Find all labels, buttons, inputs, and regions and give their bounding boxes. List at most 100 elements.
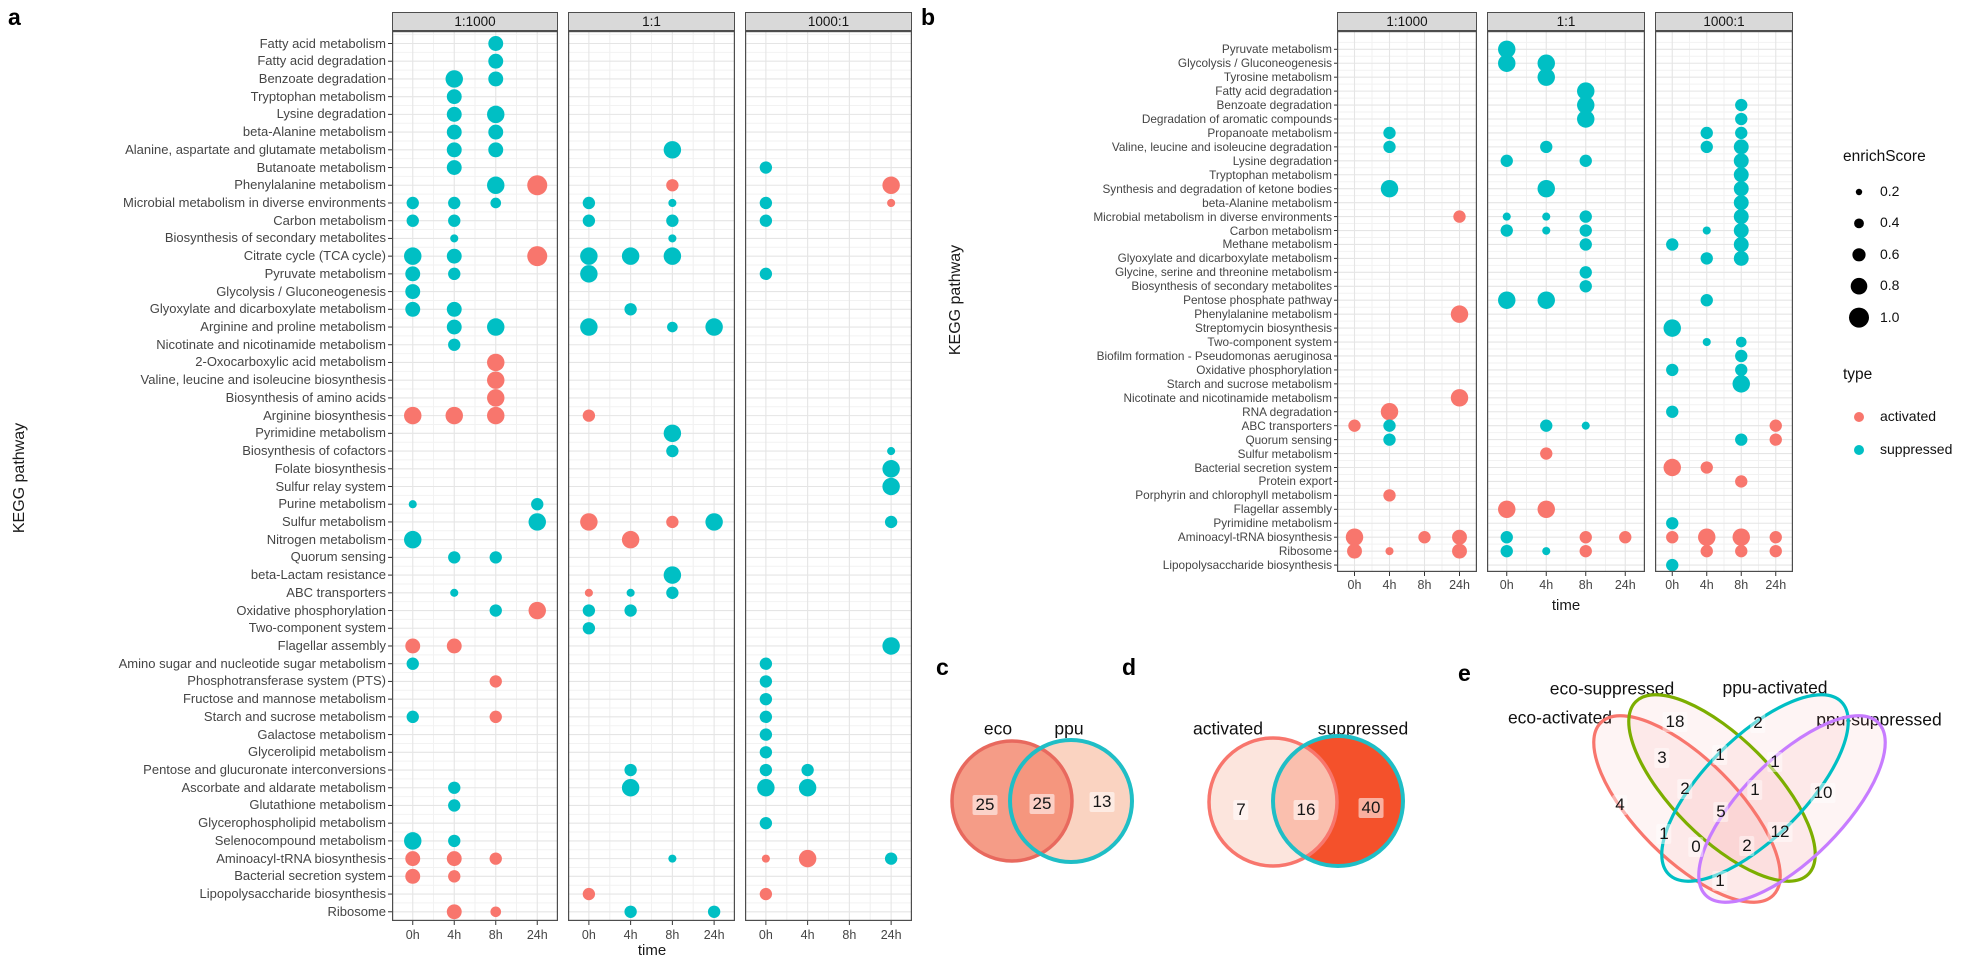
data-dot-activated — [1619, 531, 1632, 544]
pathway-label: Folate biosynthesis — [274, 460, 386, 476]
pathway-label: Ribosome — [327, 903, 386, 919]
legend-size-dot — [1850, 277, 1868, 295]
pathway-label: Oxidative phosphorylation — [1196, 362, 1332, 377]
data-dot-suppressed — [489, 551, 502, 564]
data-dot-activated — [1498, 500, 1516, 519]
data-dot-activated — [1732, 528, 1750, 546]
pathway-label: Degradation of aromatic compounds — [1141, 112, 1332, 126]
data-dot-suppressed — [528, 513, 546, 531]
pathway-label: Bacterial secretion system — [234, 868, 386, 884]
data-dot-suppressed — [1577, 110, 1595, 128]
venn-ellipse-fill-ppu-activated — [1661, 694, 1849, 882]
facet-panel-b-1000:1 — [1655, 31, 1794, 572]
venn-region-count-eco-activated&eco-suppressed&ppu-activated&ppu-suppressed: 5 — [1713, 802, 1729, 822]
facet-panel-a-1000:1 — [745, 31, 913, 922]
pathway-label: Arginine biosynthesis — [263, 407, 386, 423]
legend-type-dot-suppressed — [1854, 445, 1864, 455]
pathway-label: Flagellar assembly — [1233, 502, 1332, 517]
venn-d-set-label-suppressed: suppressed — [1317, 718, 1409, 739]
data-dot-activated — [761, 854, 770, 863]
data-dot-suppressed — [405, 301, 421, 317]
panel-border — [1655, 31, 1794, 572]
data-dot-suppressed — [884, 515, 898, 529]
pathway-label: Purine metabolism — [278, 496, 386, 512]
venn-region-count-eco-activated: 4 — [1612, 795, 1628, 815]
data-dot-suppressed — [1383, 140, 1396, 154]
facet-strip-label: 1:1000 — [1386, 14, 1428, 29]
data-dot-suppressed — [1542, 212, 1551, 221]
x-tick-label: 8h — [1578, 578, 1593, 592]
venn-e-set-label-eco-suppressed: eco-suppressed — [1549, 678, 1675, 699]
x-axis-ticks — [588, 921, 715, 925]
pathway-label: Quorum sensing — [290, 549, 386, 565]
data-dot-suppressed — [666, 586, 679, 599]
data-dot-activated — [584, 588, 593, 597]
data-dot-suppressed — [1733, 223, 1749, 238]
pathway-label: Amino sugar and nucleotide sugar metabol… — [118, 655, 386, 671]
data-dot-suppressed — [1540, 140, 1553, 154]
data-dot-suppressed — [668, 198, 677, 208]
pathway-label: Aminoacyl-tRNA biosynthesis — [1177, 530, 1332, 545]
data-dot-activated — [1698, 528, 1716, 546]
venn-c-set-label-eco: eco — [983, 718, 1013, 739]
data-dot-activated — [1452, 529, 1467, 545]
pathway-label: beta-Alanine metabolism — [242, 124, 386, 140]
venn-region-count-eco-suppressed&ppu-suppressed: 12 — [1767, 822, 1793, 842]
data-dot-suppressed — [666, 214, 679, 227]
data-dot-suppressed — [445, 70, 463, 88]
data-dot-suppressed — [798, 779, 817, 797]
panel-a-letter: a — [8, 4, 21, 30]
facet-strip: 1:1 — [1487, 12, 1645, 31]
legend-size-label: 0.2 — [1880, 183, 1900, 199]
data-dot-suppressed — [759, 817, 773, 830]
venn-circle-outline-activated — [1207, 736, 1339, 868]
pathway-label: Lipopolysaccharide biosynthesis — [199, 886, 386, 902]
venn-e-set-label-ppu-activated: ppu-activated — [1722, 677, 1828, 698]
data-dot-suppressed — [1537, 68, 1555, 86]
x-axis-ticks — [765, 921, 892, 925]
data-dot-suppressed — [1733, 237, 1749, 252]
pathway-label: Carbon metabolism — [1229, 223, 1332, 238]
data-dot-suppressed — [448, 799, 461, 812]
data-dot-activated — [1700, 544, 1713, 558]
venn-e — [1592, 693, 1887, 904]
facet-strip-label: 1:1 — [642, 14, 661, 29]
x-axis-ticks — [412, 921, 538, 925]
data-dot-suppressed — [488, 53, 504, 69]
data-dot-suppressed — [1537, 54, 1555, 72]
pathway-label: Aminoacyl-tRNA biosynthesis — [216, 850, 386, 866]
pathway-label: Starch and sucrose metabolism — [203, 708, 386, 724]
data-dot-suppressed — [707, 905, 721, 918]
data-dot-activated — [582, 887, 596, 901]
pathway-label: Glyoxylate and dicarboxylate metabolism — [1117, 251, 1332, 266]
venn-circle-outline-suppressed — [1271, 734, 1405, 868]
data-dot-suppressed — [663, 424, 682, 443]
venn-region-count: 16 — [1293, 800, 1319, 820]
panel-e-letter: e — [1458, 660, 1471, 686]
pathway-label: Pentose phosphate pathway — [1183, 293, 1332, 308]
data-dot-suppressed — [404, 832, 422, 850]
pathway-label: Glycolysis / Gluconeogenesis — [1177, 56, 1332, 71]
pathway-label: Pyrimidine metabolism — [255, 425, 386, 441]
data-dot-activated — [1666, 531, 1679, 544]
pathway-label: Tryptophan metabolism — [250, 88, 386, 104]
data-dot-activated — [487, 406, 505, 425]
pathway-label: Nicotinate and nicotinamide metabolism — [1123, 390, 1332, 405]
data-dot-activated — [446, 851, 462, 867]
data-dot-suppressed — [624, 604, 637, 617]
venn-region-count: 7 — [1233, 800, 1249, 820]
pathway-label: Biosynthesis of cofactors — [242, 443, 386, 459]
data-dot-suppressed — [488, 71, 504, 87]
data-dot-suppressed — [1700, 126, 1713, 140]
x-tick-label: 8h — [488, 928, 503, 942]
data-dot-activated — [1579, 531, 1592, 544]
pathway-label: Microbial metabolism in diverse environm… — [123, 194, 386, 210]
data-dot-suppressed — [663, 247, 682, 265]
data-dot-activated — [666, 179, 679, 192]
pathway-label: Nitrogen metabolism — [266, 531, 386, 547]
data-dot-suppressed — [1733, 153, 1749, 169]
x-axis-title-a: time — [637, 942, 667, 959]
pathway-label: Glycine, serine and threonine metabolism — [1114, 265, 1332, 280]
data-dot-suppressed — [757, 779, 775, 797]
data-dot-activated — [1700, 461, 1713, 474]
